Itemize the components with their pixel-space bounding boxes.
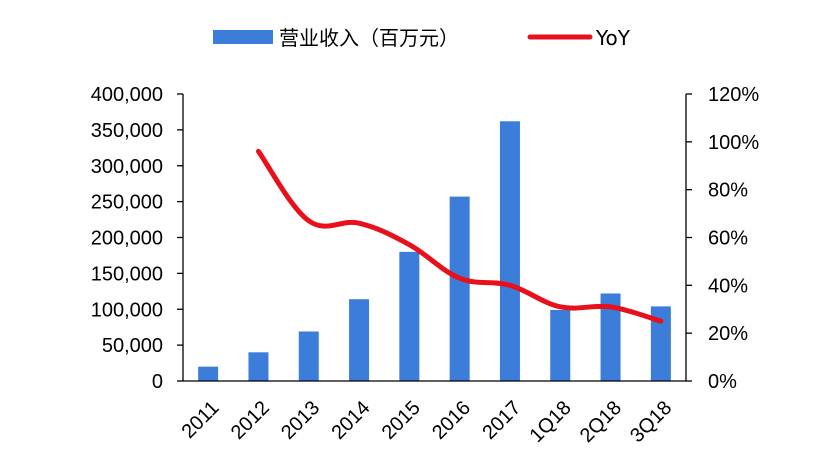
left-axis-tick-label: 150,000 <box>91 263 163 285</box>
revenue-bar <box>499 121 520 381</box>
left-axis-tick-label: 0 <box>152 371 163 393</box>
revenue-bar <box>198 366 219 381</box>
right-axis-tick-label: 80% <box>708 180 748 202</box>
right-axis-tick-label: 60% <box>708 228 748 250</box>
x-axis-tick-label: 2015 <box>378 397 425 444</box>
legend-revenue-label: 营业收入（百万元） <box>279 26 459 50</box>
revenue-bar <box>349 299 370 381</box>
right-axis-tick-label: 0% <box>708 371 737 393</box>
left-axis-tick-label: 400,000 <box>91 84 163 106</box>
x-axis-tick-label: 2017 <box>478 397 525 444</box>
right-y-axis: 0% 20% 40% 60% 80% 100% 120% <box>685 84 759 393</box>
legend: 营业收入（百万元） YoY <box>213 26 631 50</box>
revenue-bar <box>399 251 420 381</box>
right-axis-tick-label: 40% <box>708 275 748 297</box>
right-axis-tick-label: 100% <box>708 132 759 154</box>
revenue-bar <box>449 196 470 381</box>
left-axis-tick-label: 100,000 <box>91 299 163 321</box>
left-axis-tick-label: 250,000 <box>91 192 163 214</box>
left-axis-tick-label: 200,000 <box>91 228 163 250</box>
revenue-bar <box>248 352 269 381</box>
bar-series <box>198 121 671 381</box>
x-axis-tick-label: 3Q18 <box>626 397 676 447</box>
left-y-axis: 0 50,000 100,000 150,000 200,000 250,000 300,0… <box>91 84 184 393</box>
x-axis-tick-label: 2014 <box>327 397 374 444</box>
right-axis-tick-label: 120% <box>708 84 759 106</box>
x-axis-tick-label: 2011 <box>178 397 224 443</box>
x-axis-tick-label: 2016 <box>428 397 475 444</box>
yoy-line-series <box>255 148 664 324</box>
left-axis-tick-label: 300,000 <box>91 156 163 178</box>
right-axis-tick-label: 20% <box>708 323 748 345</box>
legend-revenue-swatch <box>213 30 273 44</box>
yoy-line <box>255 148 664 324</box>
x-axis: 2011 2012 2013 2014 2015 2016 2017 1Q18 2Q18 3Q18 <box>178 380 686 447</box>
x-axis-tick-label: 2Q18 <box>576 397 626 447</box>
left-axis-tick-label: 350,000 <box>91 120 163 142</box>
x-axis-tick-label: 2013 <box>277 397 324 444</box>
x-axis-tick-label: 2012 <box>227 397 274 444</box>
legend-yoy-label: YoY <box>595 26 631 50</box>
revenue-bar <box>298 331 319 381</box>
left-axis-tick-label: 50,000 <box>102 335 163 357</box>
revenue-bar <box>600 293 621 381</box>
revenue-bar <box>650 306 671 381</box>
revenue-bar <box>550 309 571 381</box>
x-axis-tick-label: 1Q18 <box>526 397 576 447</box>
